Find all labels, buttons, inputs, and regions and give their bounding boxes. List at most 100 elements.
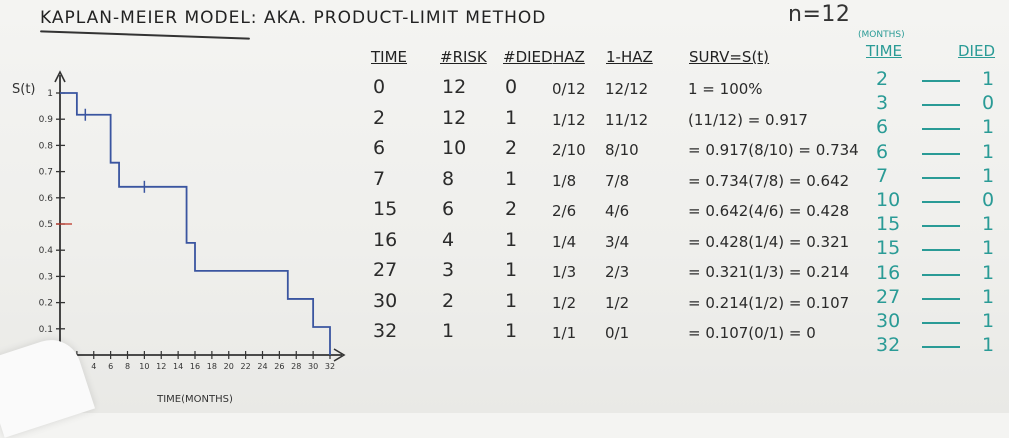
table-cell: 6 — [373, 137, 386, 159]
x-tick-label: 6 — [108, 362, 113, 371]
table-header: 1-HAZ — [606, 48, 653, 66]
table-cell: 1 — [505, 228, 518, 251]
x-axis-label: TIME(MONTHS) — [156, 394, 233, 405]
x-tick-label: 4 — [91, 362, 96, 371]
x-tick-label: 20 — [224, 362, 234, 371]
page-title: KAPLAN-MEIER MODEL: AKA. PRODUCT-LIMIT M… — [40, 8, 547, 28]
raw-dash — [922, 104, 960, 107]
raw-time-unit-note: (MONTHS) — [858, 30, 905, 40]
table-cell: 12 — [442, 76, 467, 98]
table-cell: = 0.321(1/3) = 0.214 — [688, 263, 850, 281]
table-cell: 10 — [442, 137, 467, 159]
raw-died-value: 0 — [982, 189, 995, 211]
raw-dash — [922, 249, 960, 252]
raw-dash — [922, 297, 960, 300]
raw-dash — [922, 201, 960, 203]
table-cell: 32 — [373, 320, 398, 342]
raw-died-value: 1 — [982, 310, 995, 332]
table-cell: 0/12 — [552, 80, 586, 98]
x-tick-label: 16 — [190, 362, 200, 371]
x-tick-label: 30 — [308, 362, 318, 371]
table-cell: 2 — [373, 106, 386, 129]
x-tick-label: 10 — [139, 362, 149, 371]
x-tick-label: 8 — [125, 362, 130, 371]
x-tick-label: 18 — [207, 362, 217, 371]
raw-dash — [922, 346, 960, 349]
table-cell: 8 — [442, 167, 455, 190]
table-header: #RISK — [440, 48, 487, 66]
sample-size-label: n=12 — [788, 2, 851, 27]
x-tick-label: 22 — [241, 362, 251, 371]
table-cell: 1/4 — [552, 232, 577, 251]
raw-time-value: 16 — [876, 261, 901, 284]
table-cell: 12/12 — [605, 80, 649, 98]
table-cell: (11/12) = 0.917 — [688, 110, 808, 129]
y-tick-label: 0.6 — [39, 194, 54, 204]
raw-time-value: 6 — [876, 116, 889, 139]
raw-header: DIED — [958, 42, 996, 60]
raw-died-value: 1 — [982, 334, 995, 357]
table-cell: 4 — [442, 228, 455, 251]
table-cell: = 0.734(7/8) = 0.642 — [688, 171, 850, 190]
y-axis-arrow — [54, 70, 66, 83]
x-tick-label: 12 — [156, 362, 166, 371]
table-cell: 1 — [505, 289, 518, 312]
raw-dash — [922, 80, 960, 82]
table-cell: 1/3 — [552, 263, 577, 281]
table-cell: = 0.107(0/1) = 0 — [688, 324, 816, 342]
table-cell: 27 — [373, 259, 398, 281]
table-cell: = 0.428(1/4) = 0.321 — [688, 232, 850, 251]
table-cell: 1 — [505, 259, 518, 281]
table-cell: 15 — [373, 198, 398, 220]
x-axis-arrow — [333, 348, 346, 362]
table-cell: 2/10 — [552, 141, 586, 159]
table-cell: 6 — [442, 198, 455, 220]
table-header: SURV=S(t) — [689, 48, 770, 66]
y-axis-label: S(t) — [12, 82, 36, 97]
table-cell: 2 — [505, 198, 518, 220]
table-cell: 2 — [442, 289, 455, 312]
table-cell: 30 — [373, 289, 398, 312]
table-cell: 1/2 — [605, 293, 630, 312]
y-tick-label: 0.4 — [39, 246, 54, 256]
y-tick-label: 0.9 — [39, 115, 54, 125]
table-cell: 7/8 — [605, 171, 630, 190]
x-tick-label: 24 — [257, 362, 267, 371]
raw-header: TIME — [866, 42, 903, 60]
raw-time-value: 6 — [876, 140, 889, 163]
raw-died-value: 1 — [982, 68, 995, 90]
survival-step-curve — [60, 92, 331, 355]
table-cell: 1 — [442, 320, 455, 342]
y-tick-label: 0.8 — [39, 141, 54, 151]
table-cell: 1/1 — [552, 324, 577, 342]
raw-died-value: 1 — [982, 140, 995, 163]
raw-dash — [922, 225, 960, 228]
table-cell: 4/6 — [605, 202, 630, 220]
raw-died-value: 1 — [982, 237, 995, 260]
raw-died-value: 1 — [982, 261, 995, 284]
table-cell: 1/2 — [552, 293, 577, 312]
raw-died-value: 0 — [982, 92, 995, 115]
raw-time-value: 30 — [876, 310, 901, 332]
raw-time-value: 15 — [876, 237, 901, 260]
y-tick-label: 0.3 — [39, 272, 53, 282]
table-cell: 1/8 — [552, 171, 577, 190]
km-survival-chart: 10.90.80.70.60.50.40.30.20.1024681012141… — [12, 70, 346, 405]
raw-dash — [922, 128, 960, 131]
table-cell: 11/12 — [605, 110, 649, 129]
raw-died-value: 1 — [982, 213, 995, 236]
table-cell: 8/10 — [605, 141, 639, 159]
raw-time-value: 10 — [876, 189, 901, 211]
table-cell: 3 — [442, 259, 455, 281]
raw-died-value: 1 — [982, 116, 995, 139]
table-cell: 2/3 — [605, 263, 630, 281]
raw-time-value: 2 — [876, 68, 889, 90]
table-cell: 1/12 — [552, 110, 586, 129]
table-header: TIME — [371, 48, 408, 66]
x-tick-label: 28 — [291, 362, 301, 371]
raw-dash — [922, 322, 960, 324]
y-tick-label: 0.5 — [39, 220, 53, 230]
table-cell: 7 — [373, 167, 386, 190]
x-tick-label: 26 — [274, 362, 284, 371]
y-tick-label: 0.7 — [39, 168, 53, 178]
